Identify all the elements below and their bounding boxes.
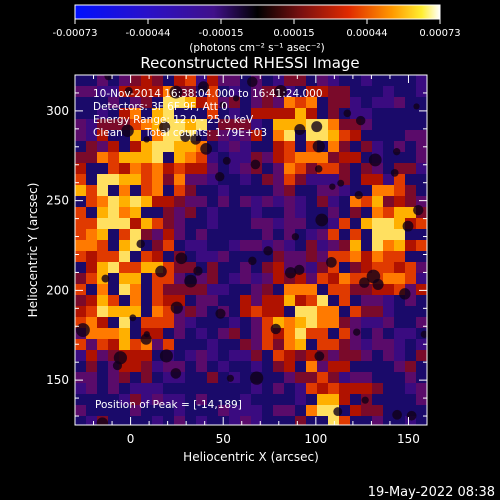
y-tick-label: 200 (46, 283, 69, 297)
energy-range-label: Energy Range: 12.0 - 25.0 keV (93, 114, 254, 126)
method-label: Clean (93, 127, 123, 139)
time-range-label: 10-Nov-2014 16:38:04.000 to 16:41:24.000 (93, 88, 323, 100)
x-tick-label: 100 (304, 432, 327, 446)
colorbar-gradient (74, 4, 441, 20)
colorbar: -0.00073 -0.00044 -0.00015 0.00015 0.00044 0.… (53, 4, 461, 54)
colorbar-tick-label: -0.00044 (126, 28, 171, 39)
colorbar-tick-label: 0.00015 (273, 28, 314, 39)
image-title: Reconstructed RHESSI Image (140, 54, 359, 72)
colorbar-tick-label: -0.00073 (53, 28, 98, 39)
footer-timestamp: 19-May-2022 08:38 (368, 485, 495, 500)
y-tick-label: 150 (46, 373, 69, 387)
rhessi-image (75, 75, 427, 425)
annotations: 10-Nov-2014 16:38:04.000 to 16:41:24.000… (93, 88, 323, 411)
plot-frame (74, 74, 428, 426)
colorbar-tick-label: 0.00044 (346, 28, 387, 39)
colorbar-ticks: -0.00073 -0.00044 -0.00015 0.00015 0.00044 0.… (53, 19, 461, 39)
x-tick-label: 0 (127, 432, 135, 446)
x-axis-label: Heliocentric X (arcsec) (183, 450, 319, 464)
peak-position-label: Position of Peak = [-14,189] (95, 399, 242, 411)
colorbar-tick-label: 0.00073 (419, 28, 460, 39)
y-tick-label: 300 (46, 104, 69, 118)
detectors-label: Detectors: 3F 6F 9F, Att 0 (93, 101, 228, 113)
y-tick-label: 250 (46, 194, 69, 208)
colorbar-units: (photons cm⁻² s⁻¹ asec⁻²) (189, 42, 324, 54)
total-counts-label: Total counts: 1.79E+03 (144, 127, 267, 139)
y-axis-label: Heliocentric Y (arcsec) (26, 183, 40, 318)
x-tick-label: 150 (397, 432, 420, 446)
x-tick-label: 50 (216, 432, 231, 446)
axis-ticks: 0 50 100 150 150 200 250 300 (46, 74, 428, 446)
colorbar-tick-label: -0.00015 (199, 28, 244, 39)
